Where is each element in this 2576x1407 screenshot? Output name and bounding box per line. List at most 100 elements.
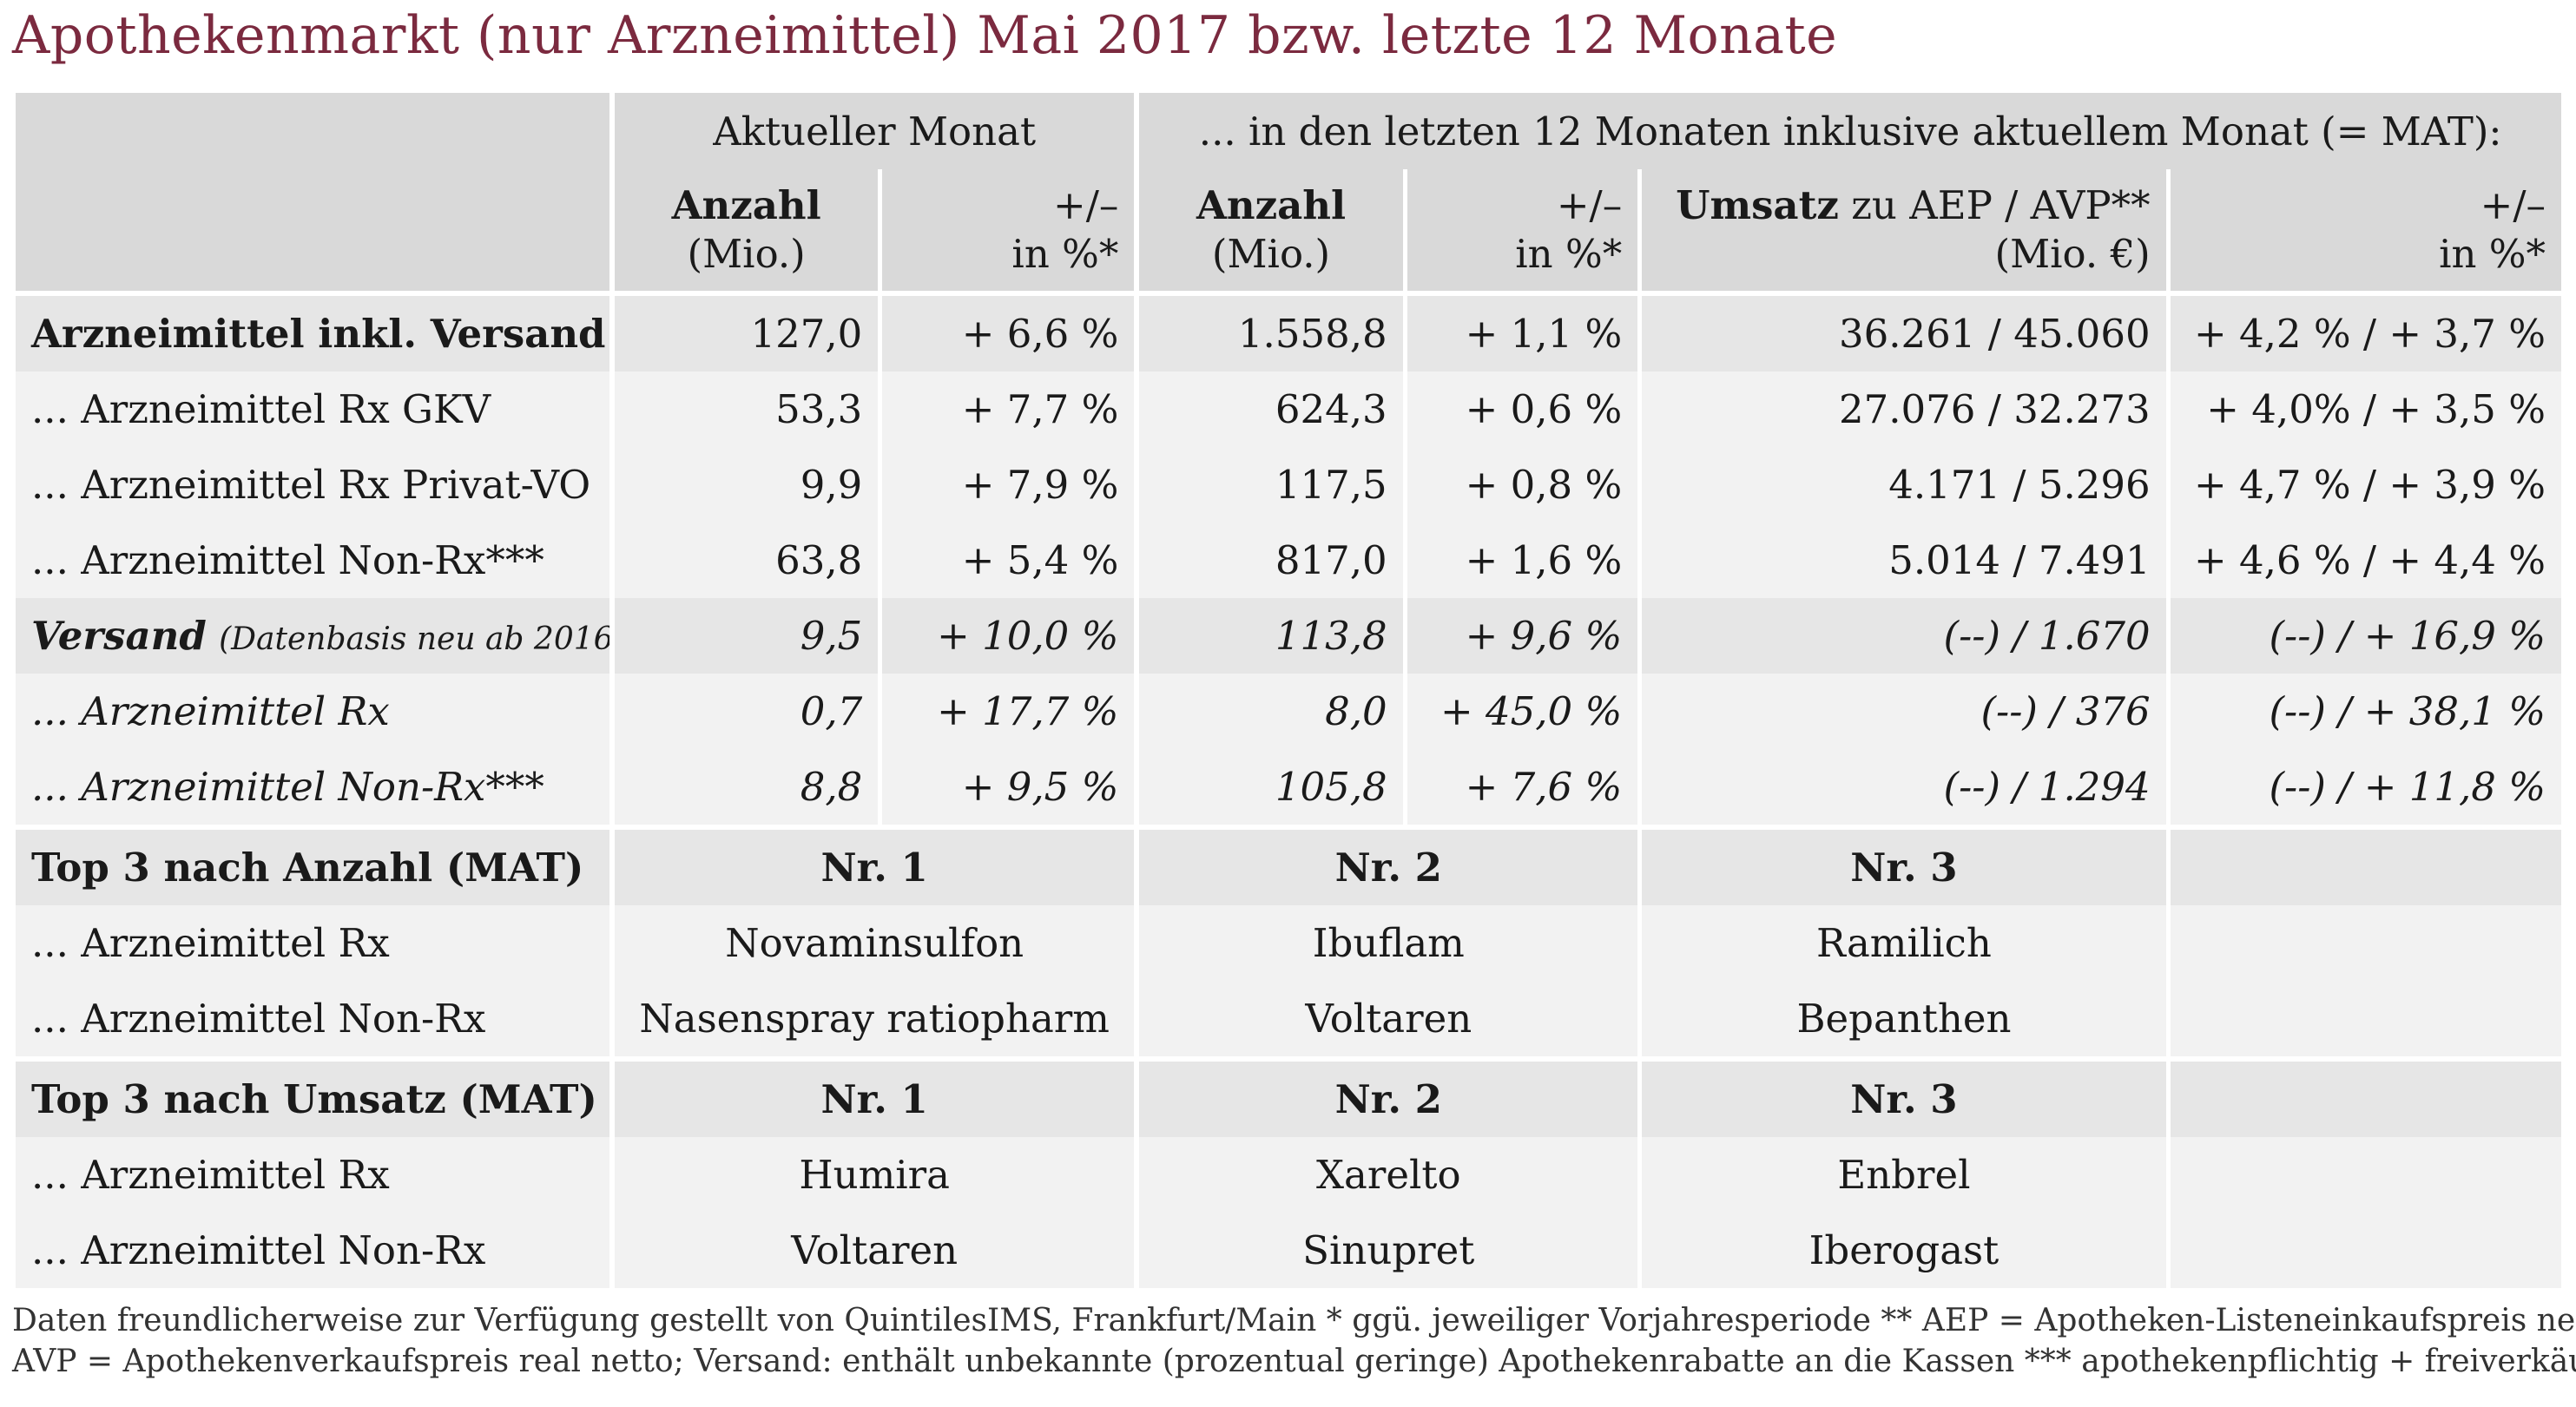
cell-pm: + 17,7 % [878, 674, 1135, 749]
header-mat-pm: +/– in %* [1402, 169, 1638, 291]
row-label: ... Arzneimittel Rx Privat-VO [16, 447, 609, 523]
cell-mat-anzahl: 117,5 [1134, 447, 1403, 523]
cell-anzahl: 0,7 [609, 674, 879, 749]
header-empty-2 [16, 169, 609, 291]
cell-mat-pm: + 1,6 % [1402, 523, 1638, 598]
row-label: ... Arzneimittel Rx GKV [16, 371, 609, 447]
cell-umsatz: 36.261 / 45.060 [1637, 296, 2166, 371]
top-anzahl-rx-1: Novaminsulfon [609, 905, 1135, 981]
cell-mat-pm: + 7,6 % [1402, 749, 1638, 825]
table-row: ... Arzneimittel Rx 0,7 + 17,7 % 8,0 + 4… [16, 674, 2561, 749]
top-umsatz-title: Top 3 nach Umsatz (MAT) [16, 1062, 609, 1137]
row-label: ... Arzneimittel Non-Rx*** [16, 523, 609, 598]
cell-umsatz-pm: + 4,0% / + 3,5 % [2165, 371, 2561, 447]
top-anzahl-nonrx-empty [2165, 981, 2561, 1056]
row-label-note: (Datenbasis neu ab 2016) [219, 621, 609, 657]
top-anzahl-nonrx-row: ... Arzneimittel Non-Rx Nasenspray ratio… [16, 981, 2561, 1056]
header-anzahl-1: Anzahl [671, 182, 821, 228]
cell-anzahl: 63,8 [609, 523, 879, 598]
table-row: ... Arzneimittel Rx GKV 53,3 + 7,7 % 624… [16, 371, 2561, 447]
cell-umsatz-pm: (--) / + 16,9 % [2165, 598, 2561, 674]
footnote-line-1: Daten freundlicherweise zur Verfügung ge… [12, 1303, 2576, 1338]
footnote: Daten freundlicherweise zur Verfügung ge… [12, 1300, 2576, 1382]
cell-mat-anzahl: 1.558,8 [1134, 296, 1403, 371]
top-umsatz-nonrx-1: Voltaren [609, 1213, 1135, 1288]
cell-mat-anzahl: 624,3 [1134, 371, 1403, 447]
header-empty [16, 93, 609, 169]
cell-mat-anzahl: 817,0 [1134, 523, 1403, 598]
top-anzahl-nonrx-3: Bepanthen [1637, 981, 2166, 1056]
cell-umsatz: 27.076 / 32.273 [1637, 371, 2166, 447]
top-umsatz-empty [2165, 1062, 2561, 1137]
cell-anzahl: 127,0 [609, 296, 879, 371]
cell-anzahl: 8,8 [609, 749, 879, 825]
header-columns-row: Anzahl (Mio.) +/– in %* Anzahl (Mio.) +/– in… [16, 169, 2561, 291]
market-table: Aktueller Monat ... in den letzten 12 Mo… [16, 93, 2561, 1288]
cell-mat-anzahl: 113,8 [1134, 598, 1403, 674]
cell-umsatz: (--) / 1.294 [1637, 749, 2166, 825]
cell-pm: + 9,5 % [878, 749, 1135, 825]
row-label: ... Arzneimittel Rx [16, 674, 609, 749]
cell-anzahl: 9,9 [609, 447, 879, 523]
cell-umsatz-pm: (--) / + 11,8 % [2165, 749, 2561, 825]
cell-mat-pm: + 0,8 % [1402, 447, 1638, 523]
top-umsatz-rx-empty [2165, 1137, 2561, 1213]
header-mat: ... in den letzten 12 Monaten inklusive … [1134, 93, 2561, 169]
table-row: ... Arzneimittel Non-Rx*** 63,8 + 5,4 % … [16, 523, 2561, 598]
cell-pm: + 7,7 % [878, 371, 1135, 447]
top-anzahl-title: Top 3 nach Anzahl (MAT) [16, 830, 609, 905]
cell-mat-pm: + 45,0 % [1402, 674, 1638, 749]
cell-mat-anzahl: 105,8 [1134, 749, 1403, 825]
top-umsatz-rx-label: ... Arzneimittel Rx [16, 1137, 609, 1213]
table-row: Arzneimittel inkl. Versand 127,0 + 6,6 %… [16, 296, 2561, 371]
top-umsatz-rank-2: Nr. 2 [1134, 1062, 1638, 1137]
top-anzahl-rx-empty [2165, 905, 2561, 981]
top-umsatz-rank-3: Nr. 3 [1637, 1062, 2166, 1137]
header-pm-1: +/– [1052, 182, 1119, 228]
header-current-month: Aktueller Monat [609, 93, 1135, 169]
cell-pm: + 7,9 % [878, 447, 1135, 523]
header-umsatz-2: (Mio. €) [1994, 231, 2151, 277]
top-anzahl-rank-2: Nr. 2 [1134, 830, 1638, 905]
header-group-row: Aktueller Monat ... in den letzten 12 Mo… [16, 93, 2561, 169]
cell-umsatz: 4.171 / 5.296 [1637, 447, 2166, 523]
top-anzahl-nonrx-2: Voltaren [1134, 981, 1638, 1056]
table-row: ... Arzneimittel Rx Privat-VO 9,9 + 7,9 … [16, 447, 2561, 523]
cell-mat-pm: + 1,1 % [1402, 296, 1638, 371]
row-label: Arzneimittel inkl. Versand [16, 296, 609, 371]
top-anzahl-rx-row: ... Arzneimittel Rx Novaminsulfon Ibufla… [16, 905, 2561, 981]
cell-umsatz-pm: (--) / + 38,1 % [2165, 674, 2561, 749]
top-umsatz-nonrx-empty [2165, 1213, 2561, 1288]
top-umsatz-nonrx-3: Iberogast [1637, 1213, 2166, 1288]
header-umsatz-pm-2: in %* [2439, 231, 2546, 277]
top-umsatz-rx-1: Humira [609, 1137, 1135, 1213]
top-umsatz-rx-3: Enbrel [1637, 1137, 2166, 1213]
cell-pm: + 6,6 % [878, 296, 1135, 371]
page-title: Apothekenmarkt (nur Arzneimittel) Mai 20… [12, 5, 1838, 66]
top-umsatz-rank-1: Nr. 1 [609, 1062, 1135, 1137]
cell-anzahl: 53,3 [609, 371, 879, 447]
header-mat-anzahl-2: (Mio.) [1211, 231, 1331, 277]
top-umsatz-header-row: Top 3 nach Umsatz (MAT) Nr. 1 Nr. 2 Nr. … [16, 1062, 2561, 1137]
row-label: Versand (Datenbasis neu ab 2016) [16, 598, 609, 674]
table-row: ... Arzneimittel Non-Rx*** 8,8 + 9,5 % 1… [16, 749, 2561, 825]
row-label-main: Versand [31, 613, 207, 659]
header-mat-pm-2: in %* [1515, 231, 1623, 277]
cell-umsatz: (--) / 376 [1637, 674, 2166, 749]
header-mat-pm-1: +/– [1556, 182, 1623, 228]
header-umsatz: Umsatz zu AEP / AVP** (Mio. €) [1637, 169, 2166, 291]
cell-umsatz-pm: + 4,7 % / + 3,9 % [2165, 447, 2561, 523]
header-pm: +/– in %* [878, 169, 1135, 291]
top-anzahl-rank-3: Nr. 3 [1637, 830, 2166, 905]
header-umsatz-rest: zu AEP / AVP** [1838, 182, 2151, 228]
header-umsatz-pm: +/– in %* [2165, 169, 2561, 291]
cell-pm: + 5,4 % [878, 523, 1135, 598]
row-label: ... Arzneimittel Non-Rx*** [16, 749, 609, 825]
cell-mat-pm: + 9,6 % [1402, 598, 1638, 674]
header-umsatz-pm-1: +/– [2480, 182, 2546, 228]
table-row: Versand (Datenbasis neu ab 2016) 9,5 + 1… [16, 598, 2561, 674]
cell-mat-anzahl: 8,0 [1134, 674, 1403, 749]
header-mat-anzahl-1: Anzahl [1196, 182, 1347, 228]
top-umsatz-nonrx-2: Sinupret [1134, 1213, 1638, 1288]
cell-pm: + 10,0 % [878, 598, 1135, 674]
